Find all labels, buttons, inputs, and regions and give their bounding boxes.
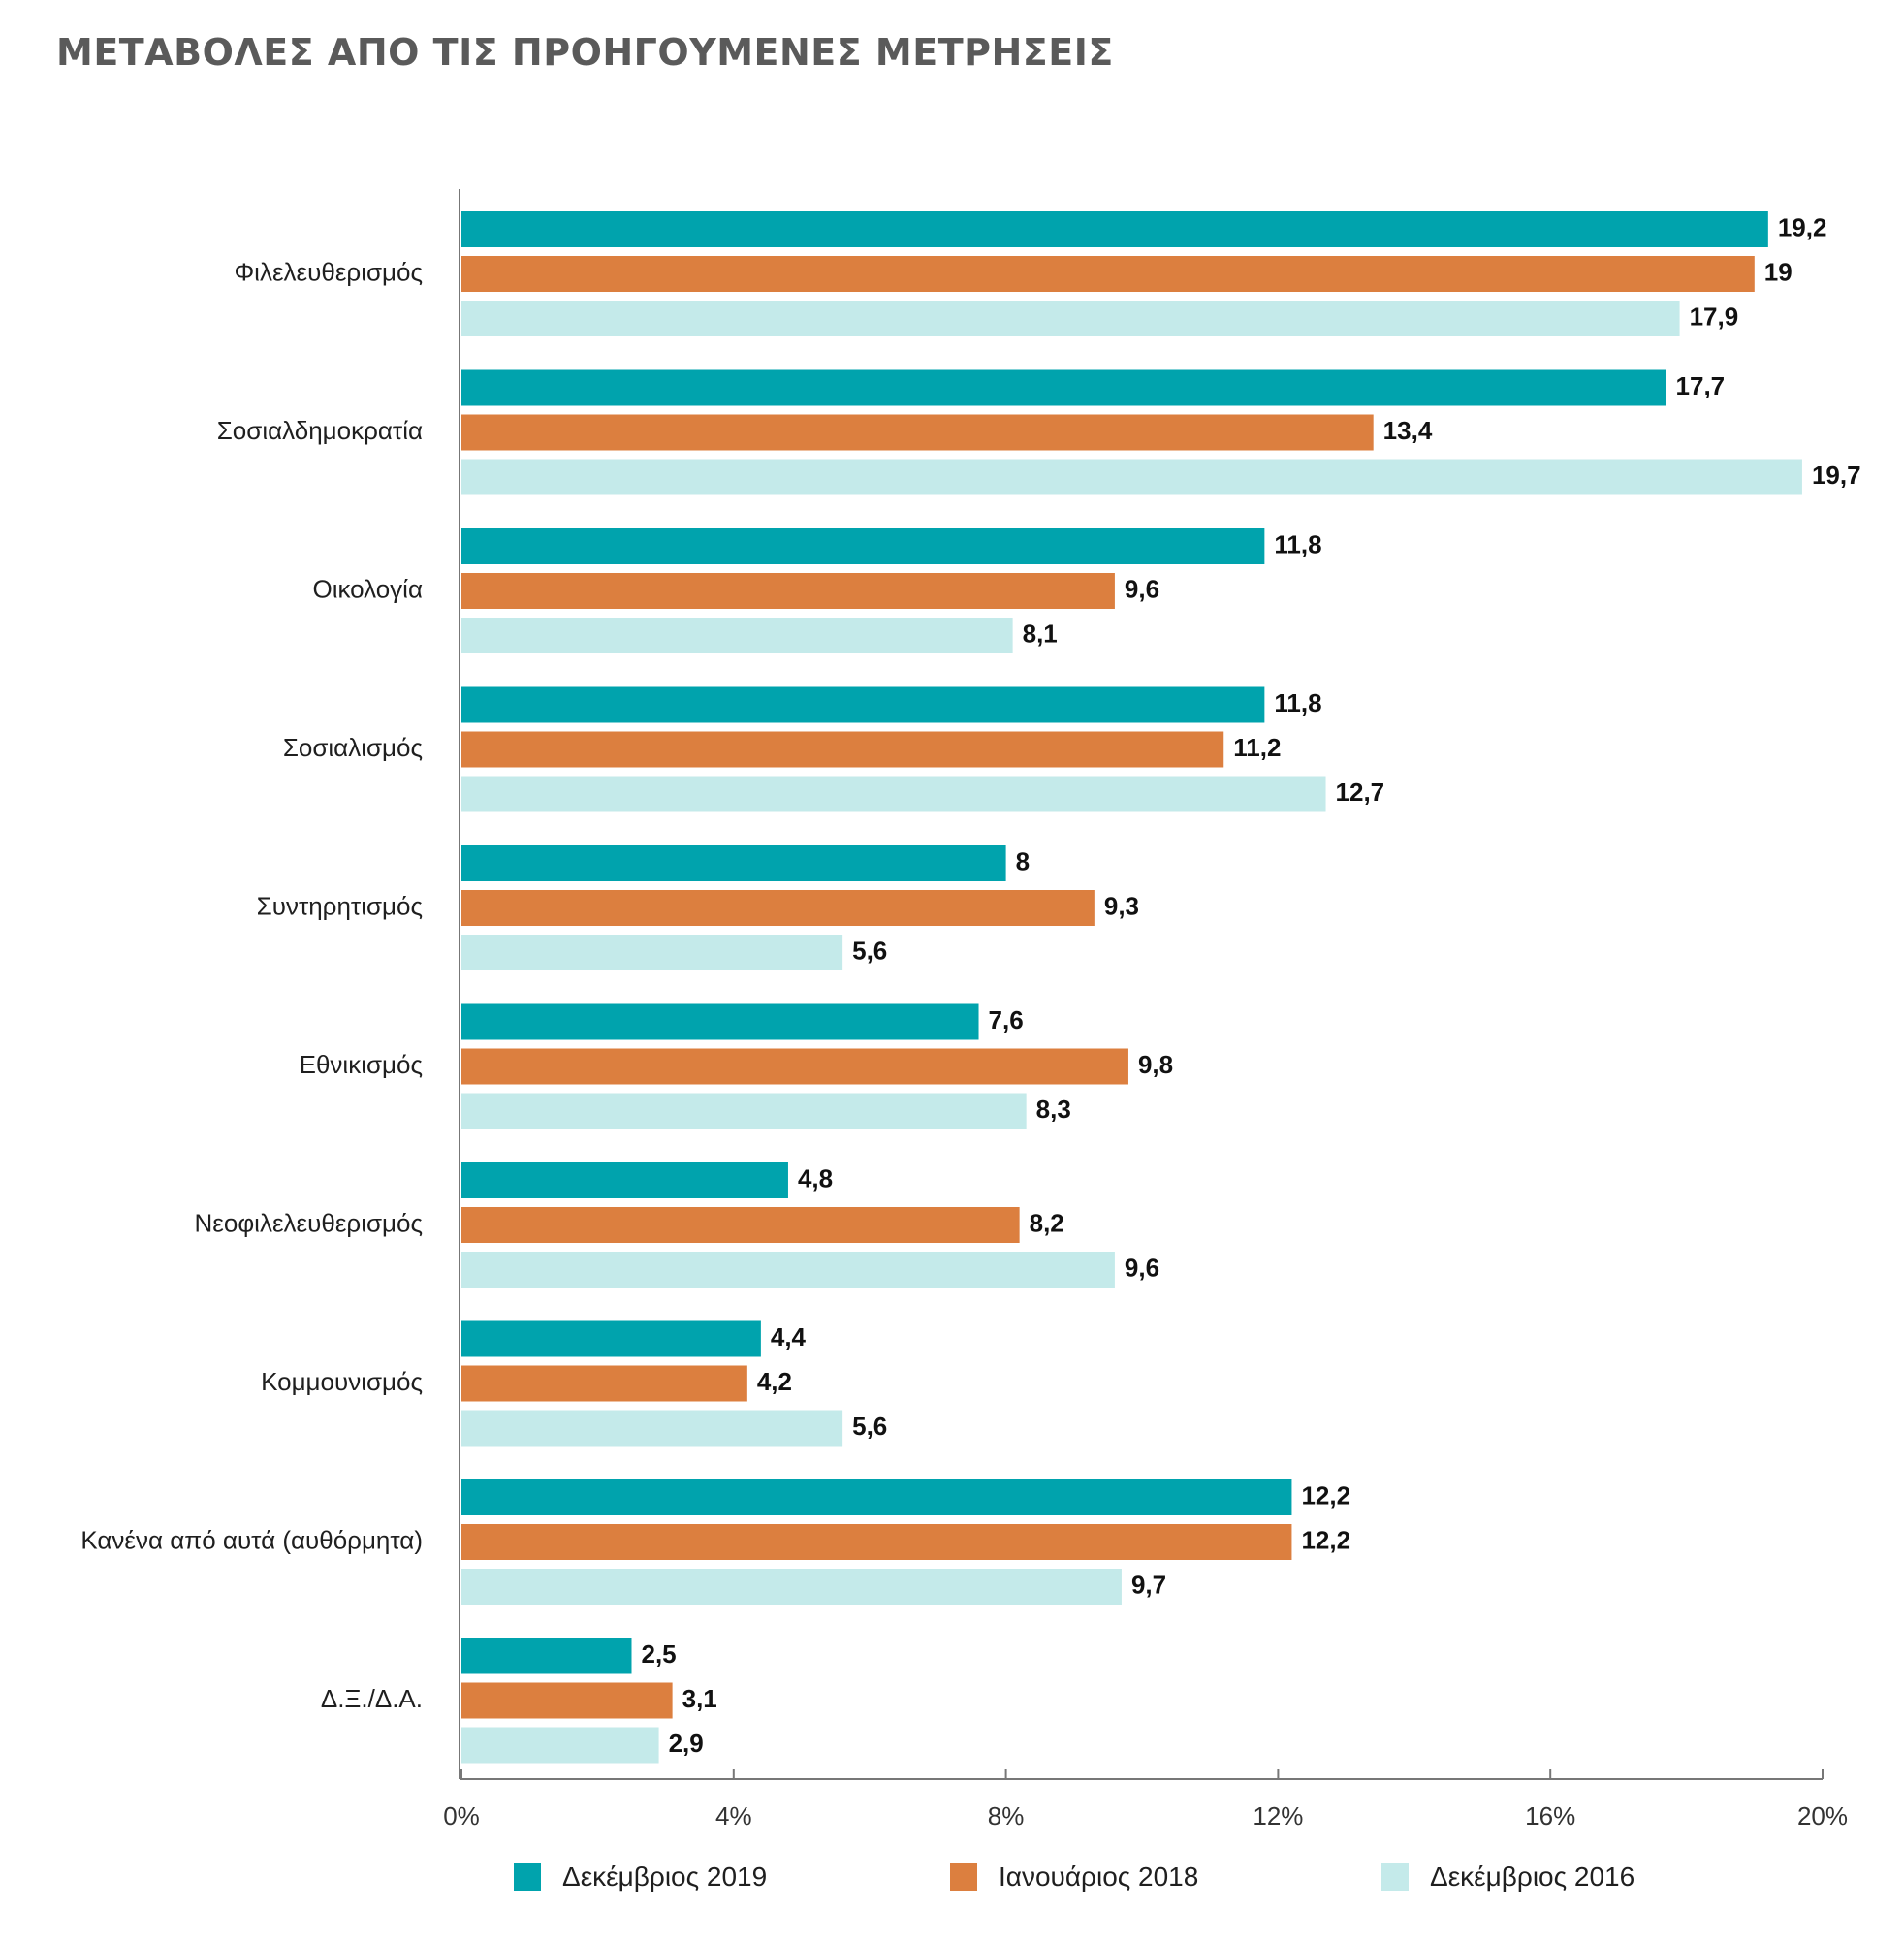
data-label: 9,7 bbox=[1131, 1570, 1166, 1599]
x-tick-label: 8% bbox=[988, 1801, 1025, 1830]
category-label: Κομμουνισμός bbox=[261, 1367, 423, 1396]
category-label: Συντηρητισμός bbox=[257, 891, 423, 920]
legend-item: Δεκέμβριος 2019 bbox=[514, 1861, 767, 1892]
data-label: 9,8 bbox=[1138, 1050, 1173, 1079]
data-label: 5,6 bbox=[852, 1412, 887, 1441]
bar bbox=[461, 731, 1224, 768]
category-label: Σοσιαλδημοκρατία bbox=[217, 416, 423, 445]
x-tick-label: 20% bbox=[1797, 1801, 1848, 1830]
bar bbox=[461, 1048, 1128, 1085]
bar bbox=[461, 1207, 1020, 1243]
bar bbox=[461, 1727, 659, 1764]
bar bbox=[461, 845, 1006, 881]
data-label: 2,5 bbox=[642, 1639, 677, 1669]
bar bbox=[461, 1638, 632, 1674]
data-label: 4,8 bbox=[798, 1163, 833, 1193]
bar bbox=[461, 1569, 1122, 1605]
bar bbox=[461, 1093, 1027, 1129]
bar bbox=[461, 1682, 673, 1719]
data-label: 11,8 bbox=[1274, 688, 1321, 717]
legend-label: Δεκέμβριος 2019 bbox=[562, 1861, 768, 1892]
data-label: 9,3 bbox=[1104, 891, 1139, 920]
data-label: 8,3 bbox=[1036, 1095, 1071, 1124]
data-label: 12,2 bbox=[1301, 1525, 1350, 1554]
bar bbox=[461, 528, 1265, 564]
bar bbox=[461, 776, 1326, 812]
bar bbox=[461, 1252, 1115, 1288]
x-tick-label: 12% bbox=[1253, 1801, 1303, 1830]
data-label: 11,2 bbox=[1233, 733, 1281, 762]
data-label: 3,1 bbox=[682, 1684, 717, 1713]
bar bbox=[461, 1162, 788, 1198]
data-label: 4,4 bbox=[771, 1322, 807, 1352]
category-label: Νεοφιλελευθερισμός bbox=[195, 1208, 424, 1237]
chart-title: ΜΕΤΑΒΟΛΕΣ ΑΠΟ ΤΙΣ ΠΡΟΗΓΟΥΜΕΝΕΣ ΜΕΤΡΗΣΕΙΣ bbox=[56, 31, 1114, 74]
bar bbox=[461, 1320, 761, 1357]
data-label: 11,8 bbox=[1274, 529, 1321, 558]
legend-item: Ιανουάριος 2018 bbox=[950, 1861, 1198, 1892]
data-label: 8 bbox=[1016, 846, 1030, 875]
category-label: Οικολογία bbox=[312, 574, 423, 603]
data-label: 8,2 bbox=[1030, 1208, 1064, 1237]
x-tick-label: 0% bbox=[443, 1801, 480, 1830]
bars-layer: Φιλελευθερισμός 19,2 19 17,9 Σοσιαλδημοκρατί… bbox=[80, 211, 1861, 1764]
legend-swatch bbox=[514, 1863, 541, 1891]
bar bbox=[461, 211, 1768, 247]
chart-legend: Δεκέμβριος 2019 Ιανουάριος 2018 Δεκέμβριος… bbox=[0, 1861, 1904, 1900]
data-label: 12,2 bbox=[1301, 1480, 1350, 1510]
data-label: 5,6 bbox=[852, 936, 887, 965]
bar bbox=[461, 1410, 843, 1447]
data-label: 19 bbox=[1764, 257, 1793, 286]
data-label: 19,2 bbox=[1778, 212, 1827, 241]
data-label: 17,7 bbox=[1676, 371, 1726, 400]
bar bbox=[461, 686, 1265, 723]
legend-item: Δεκέμβριος 2016 bbox=[1381, 1861, 1634, 1892]
data-label: 9,6 bbox=[1125, 574, 1159, 603]
bar bbox=[461, 1524, 1292, 1560]
legend-label: Δεκέμβριος 2016 bbox=[1430, 1861, 1635, 1892]
data-label: 19,7 bbox=[1812, 461, 1861, 490]
bar bbox=[461, 1003, 979, 1040]
bar-chart: Φιλελευθερισμός 19,2 19 17,9 Σοσιαλδημοκρατί… bbox=[80, 189, 1861, 1830]
category-label: Σοσιαλισμός bbox=[283, 733, 423, 762]
bar bbox=[461, 890, 1095, 926]
category-label: Εθνικισμός bbox=[300, 1050, 423, 1079]
data-label: 17,9 bbox=[1690, 302, 1739, 331]
bar bbox=[461, 618, 1013, 653]
legend-swatch bbox=[1381, 1863, 1409, 1891]
bar bbox=[461, 301, 1680, 336]
bar bbox=[461, 935, 843, 970]
x-tick-label: 4% bbox=[715, 1801, 752, 1830]
category-label: Δ.Ξ./Δ.Α. bbox=[321, 1684, 423, 1713]
data-label: 13,4 bbox=[1383, 416, 1433, 445]
axis-layer: 0% 4% 8% 12% 16% 20% bbox=[443, 189, 1848, 1830]
bar bbox=[461, 1365, 747, 1402]
bar bbox=[461, 256, 1755, 292]
category-label: Φιλελευθερισμός bbox=[234, 257, 423, 286]
bar bbox=[461, 459, 1802, 495]
legend-label: Ιανουάριος 2018 bbox=[999, 1861, 1199, 1892]
data-label: 9,6 bbox=[1125, 1253, 1159, 1282]
data-label: 7,6 bbox=[989, 1005, 1024, 1034]
data-label: 8,1 bbox=[1023, 619, 1058, 648]
bar bbox=[461, 1479, 1292, 1515]
x-tick-label: 16% bbox=[1525, 1801, 1575, 1830]
legend-swatch bbox=[950, 1863, 977, 1891]
data-label: 12,7 bbox=[1336, 778, 1385, 807]
bar bbox=[461, 369, 1666, 406]
data-label: 4,2 bbox=[757, 1367, 792, 1396]
bar bbox=[461, 414, 1374, 451]
bar bbox=[461, 573, 1115, 609]
data-label: 2,9 bbox=[669, 1729, 704, 1758]
category-label: Κανένα από αυτά (αυθόρμητα) bbox=[80, 1525, 423, 1554]
